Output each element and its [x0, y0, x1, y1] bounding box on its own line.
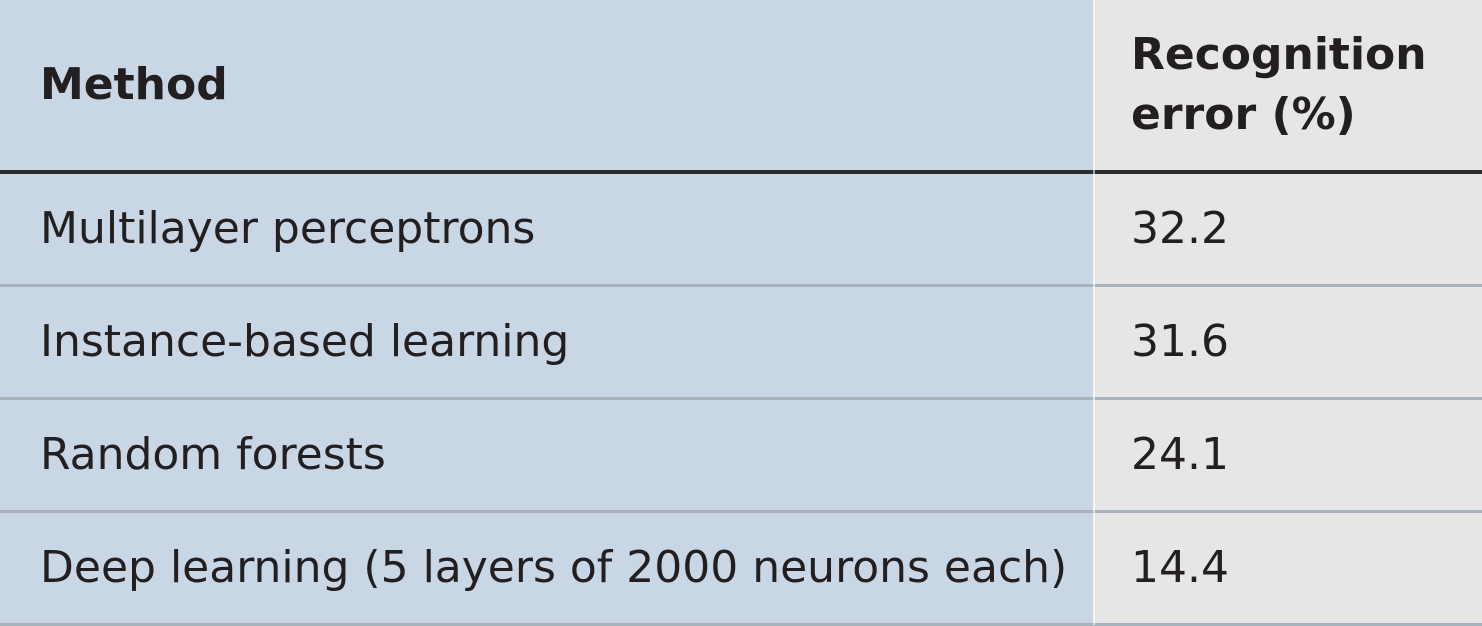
method-name: Deep learning (5 layers of 2000 neurons … — [40, 542, 1068, 593]
header-label-method: Method — [40, 59, 228, 110]
table-row: Random forests 24.1 — [0, 400, 1482, 513]
method-name: Multilayer perceptrons — [40, 203, 536, 254]
column-divider — [1093, 0, 1095, 625]
cell-method: Instance-based learning — [0, 287, 1093, 397]
cell-method: Deep learning (5 layers of 2000 neurons … — [0, 513, 1093, 623]
header-cell-method: Method — [0, 0, 1093, 170]
table-row: Deep learning (5 layers of 2000 neurons … — [0, 513, 1482, 626]
cell-error: 32.2 — [1093, 174, 1482, 284]
cell-method: Random forests — [0, 400, 1093, 510]
cell-error: 31.6 — [1093, 287, 1482, 397]
table-row: Multilayer perceptrons 32.2 — [0, 174, 1482, 287]
error-value: 24.1 — [1131, 429, 1229, 480]
error-value: 32.2 — [1131, 203, 1229, 254]
header-label-error: Recognition error (%) — [1131, 29, 1427, 140]
error-value: 14.4 — [1131, 542, 1229, 593]
error-value: 31.6 — [1131, 316, 1229, 367]
cell-error: 14.4 — [1093, 513, 1482, 623]
table-row: Instance-based learning 31.6 — [0, 287, 1482, 400]
table-header-row: Method Recognition error (%) — [0, 0, 1482, 174]
method-name: Random forests — [40, 429, 386, 480]
header-cell-error: Recognition error (%) — [1093, 0, 1482, 170]
cell-method: Multilayer perceptrons — [0, 174, 1093, 284]
method-name: Instance-based learning — [40, 316, 570, 367]
cell-error: 24.1 — [1093, 400, 1482, 510]
